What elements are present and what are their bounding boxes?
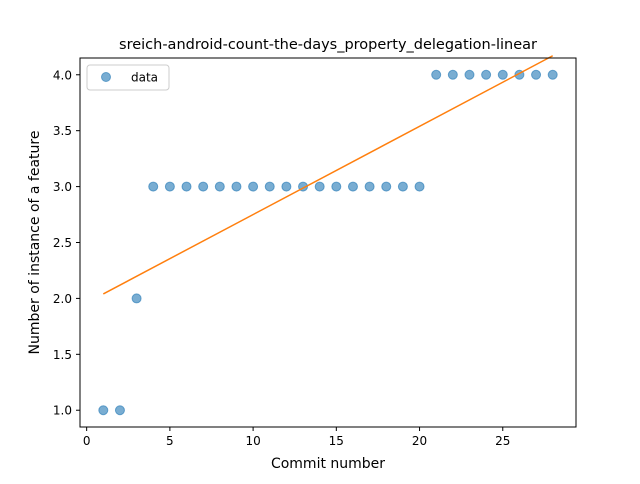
data-point	[381, 181, 392, 192]
x-tick-label: 20	[412, 434, 427, 448]
x-axis: 0 5 10 15 20 25	[83, 427, 510, 448]
data-point	[314, 181, 325, 192]
data-point	[198, 181, 209, 192]
legend-label-data: data	[131, 71, 158, 85]
x-tick-label: 5	[166, 434, 174, 448]
y-tick-label: 2.0	[53, 292, 72, 306]
data-point	[181, 181, 192, 192]
data-point	[231, 181, 242, 192]
data-point	[264, 181, 275, 192]
data-point	[464, 69, 475, 80]
data-point	[114, 405, 125, 416]
data-point	[248, 181, 259, 192]
data-point	[531, 69, 542, 80]
y-tick-label: 3.5	[53, 124, 72, 138]
chart-title: sreich-android-count-the-days_property_d…	[119, 37, 537, 53]
x-tick-label: 0	[83, 434, 91, 448]
data-point	[481, 69, 492, 80]
legend-box	[86, 64, 170, 91]
y-tick-label: 1.0	[53, 404, 72, 418]
y-tick-label: 4.0	[53, 68, 72, 82]
data-point	[414, 181, 425, 192]
x-axis-label: Commit number	[271, 456, 385, 472]
x-tick-label: 25	[495, 434, 510, 448]
data-point	[347, 181, 358, 192]
y-axis: 1.0 1.5 2.0 2.5 3.0 3.5 4.0	[53, 68, 80, 418]
data-point	[447, 69, 458, 80]
data-point	[364, 181, 375, 192]
legend-marker-data	[101, 72, 111, 82]
y-tick-label: 3.0	[53, 180, 72, 194]
data-point	[281, 181, 292, 192]
data-point	[164, 181, 175, 192]
data-point	[547, 69, 558, 80]
data-point	[331, 181, 342, 192]
x-tick-label: 10	[245, 434, 260, 448]
data-point	[131, 293, 142, 304]
y-axis-label: Number of instance of a feature	[27, 131, 43, 355]
data-point	[497, 69, 508, 80]
data-point	[98, 405, 109, 416]
data-point	[397, 181, 408, 192]
data-point	[214, 181, 225, 192]
legend: data	[86, 64, 170, 91]
data-point	[431, 69, 442, 80]
y-tick-label: 2.5	[53, 236, 72, 250]
plot-area	[98, 55, 558, 416]
x-tick-label: 15	[329, 434, 344, 448]
y-tick-label: 1.5	[53, 348, 72, 362]
data-point	[148, 181, 159, 192]
fit-line	[102, 55, 554, 295]
